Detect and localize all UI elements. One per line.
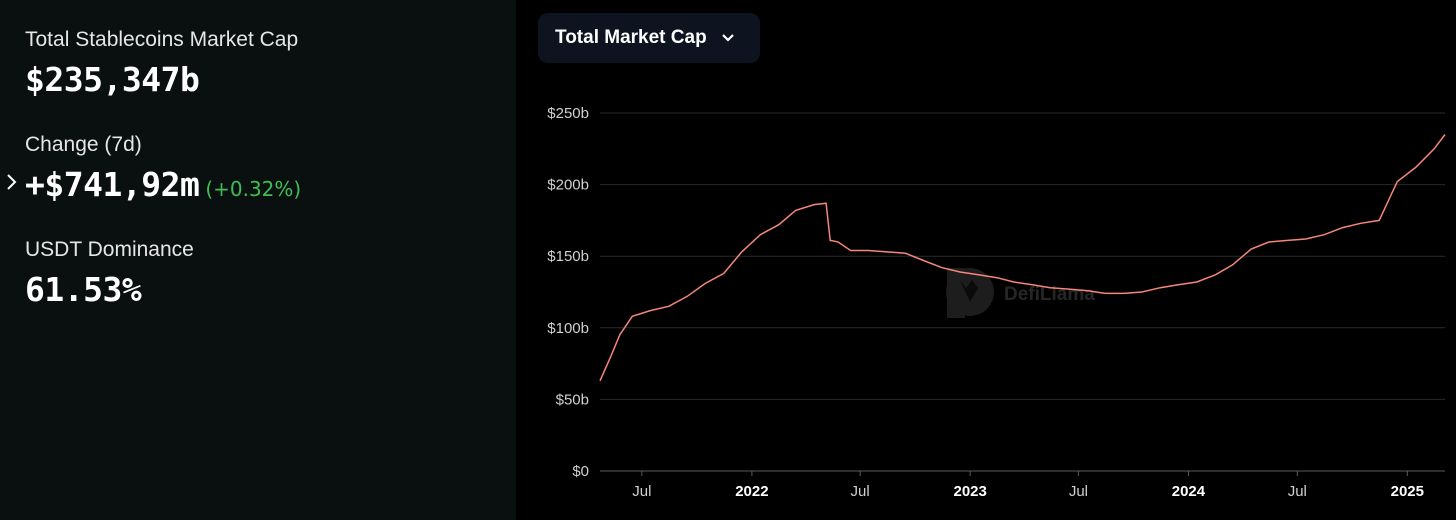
watermark-logo: DefiLlama (946, 268, 1095, 318)
y-tick-label: $100b (547, 320, 589, 337)
logo-stem (947, 268, 965, 318)
x-tick-label: 2025 (1391, 483, 1424, 500)
x-axis: Jul 2022 Jul 2023 Jul 2024 Jul 2025 (632, 471, 1424, 500)
market-cap-line (599, 134, 1446, 382)
chart-panel (516, 0, 1456, 520)
metric-dropdown[interactable]: Total Market Cap (538, 13, 760, 63)
llama-logo-icon (946, 268, 994, 316)
change-label: Change (7d) (25, 133, 142, 156)
market-cap-label: Total Stablecoins Market Cap (25, 28, 299, 51)
metric-dropdown-label: Total Market Cap (555, 27, 707, 48)
x-tick-label: Jul (851, 483, 870, 500)
y-tick-label: $50b (556, 391, 589, 408)
x-tick-label: 2022 (735, 483, 768, 500)
y-tick-label: $0 (572, 463, 589, 480)
x-tick-label: 2023 (953, 483, 986, 500)
x-tick-label: Jul (1069, 483, 1088, 500)
chevron-down-icon (721, 34, 734, 42)
dominance-label: USDT Dominance (25, 238, 194, 261)
x-tick-label: Jul (1288, 483, 1307, 500)
change-value: +$741,92m (25, 165, 200, 204)
y-tick-label: $250b (547, 105, 589, 122)
x-tick-label: 2024 (1172, 483, 1206, 500)
dominance-value: 61.53% (25, 270, 142, 309)
logo-mark (960, 280, 978, 302)
y-tick-label: $200b (547, 177, 589, 194)
x-tick-label: Jul (632, 483, 651, 500)
change-percent: (+0.32%) (205, 177, 302, 201)
y-axis: $0 $50b $100b $150b $200b $250b (547, 105, 589, 480)
grid-lines (600, 112, 1445, 472)
stats-panel: Total Stablecoins Market Cap $235,347b C… (0, 0, 516, 520)
market-cap-value: $235,347b (25, 60, 200, 99)
chevron-right-icon[interactable] (5, 172, 19, 192)
change-row: +$741,92m (+0.32%) (25, 165, 301, 204)
y-tick-label: $150b (547, 248, 589, 265)
